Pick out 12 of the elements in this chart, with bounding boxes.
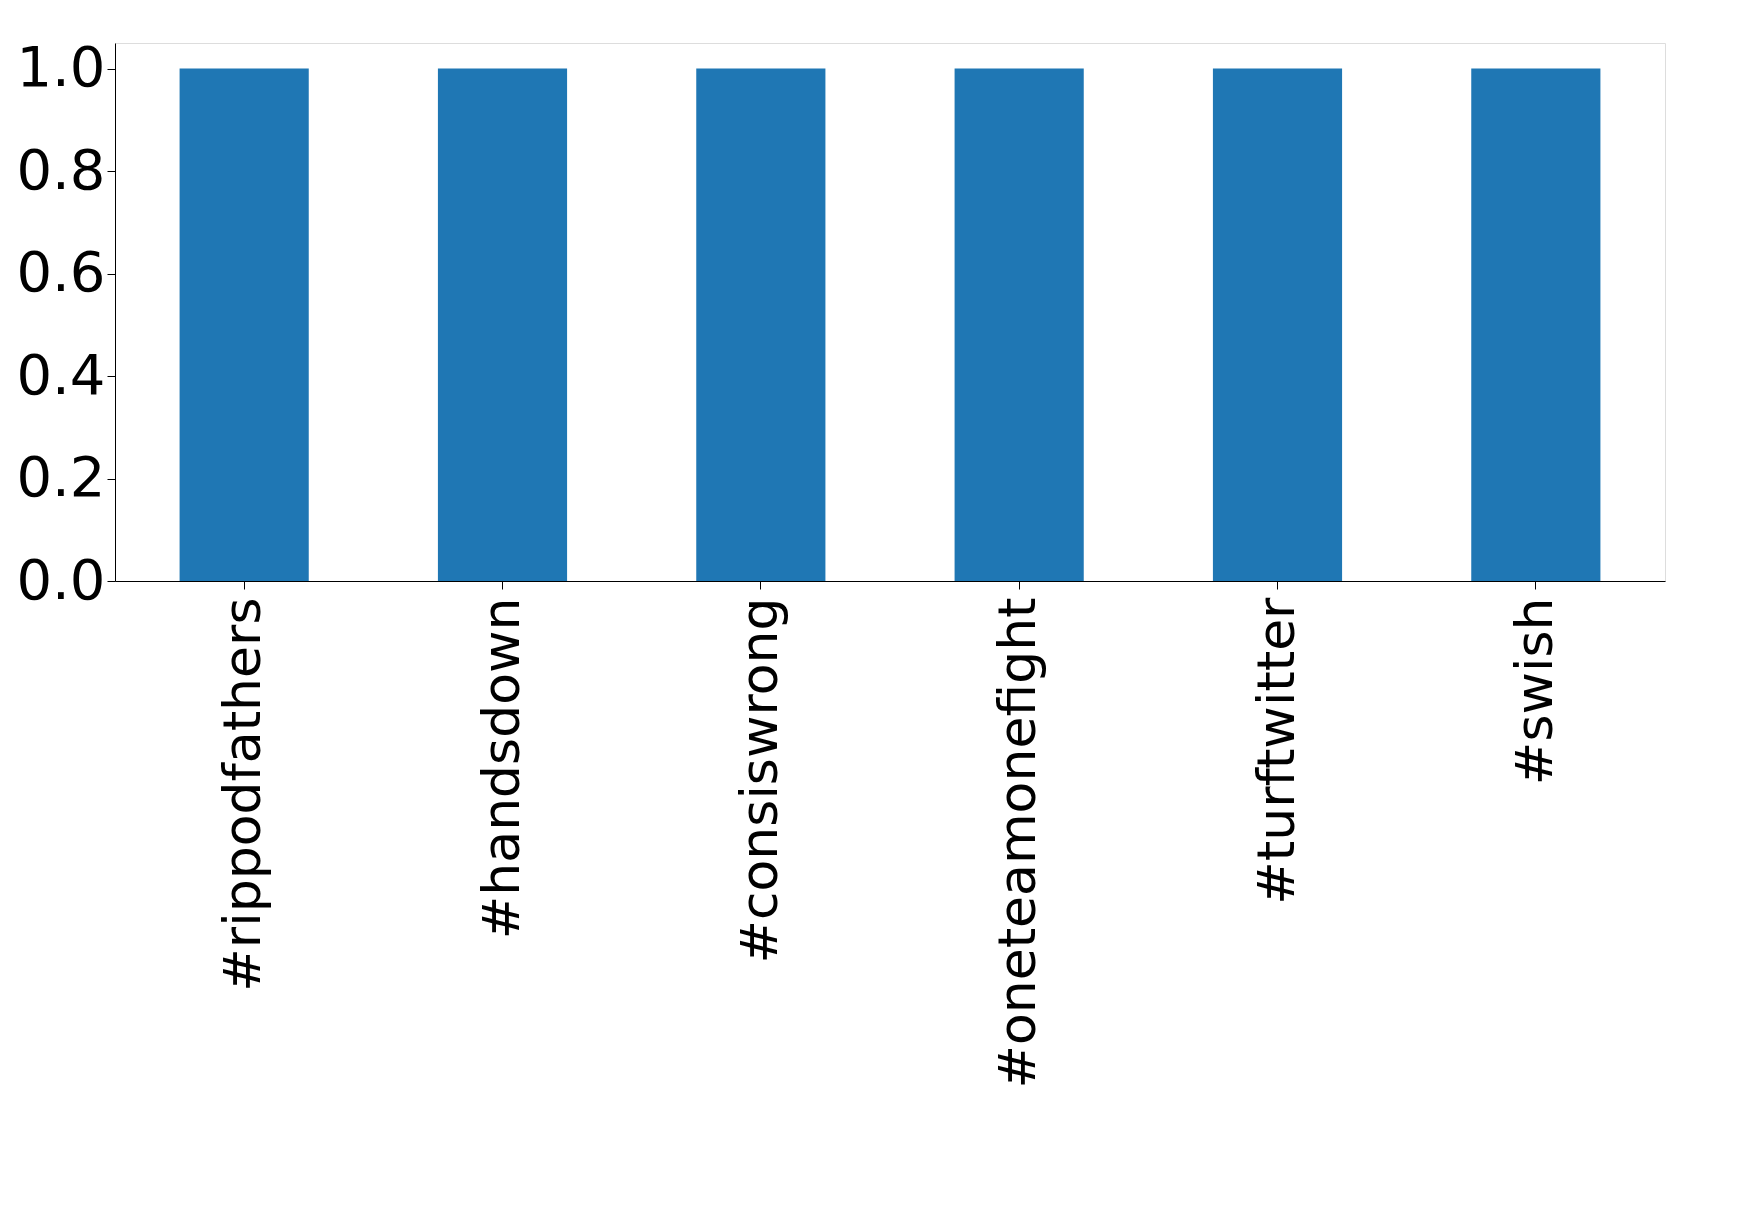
y-tick-label: 0.0 bbox=[16, 546, 106, 612]
x-tick-label: #rippodfathers bbox=[212, 597, 273, 992]
y-tick-label: 0.8 bbox=[16, 136, 106, 202]
x-tick-label: #consiswrong bbox=[728, 597, 789, 964]
x-tick-label: #oneteamonefight bbox=[987, 597, 1048, 1089]
y-tick-label: 0.2 bbox=[16, 444, 106, 510]
x-tick-label: #turftwitter bbox=[1245, 596, 1306, 905]
x-tick-label: #handsdown bbox=[470, 597, 531, 940]
y-tick-label: 0.6 bbox=[16, 239, 106, 305]
x-tick-label: #swish bbox=[1503, 597, 1564, 786]
y-tick-label: 1.0 bbox=[16, 34, 106, 100]
y-tick-label: 0.4 bbox=[16, 341, 106, 407]
